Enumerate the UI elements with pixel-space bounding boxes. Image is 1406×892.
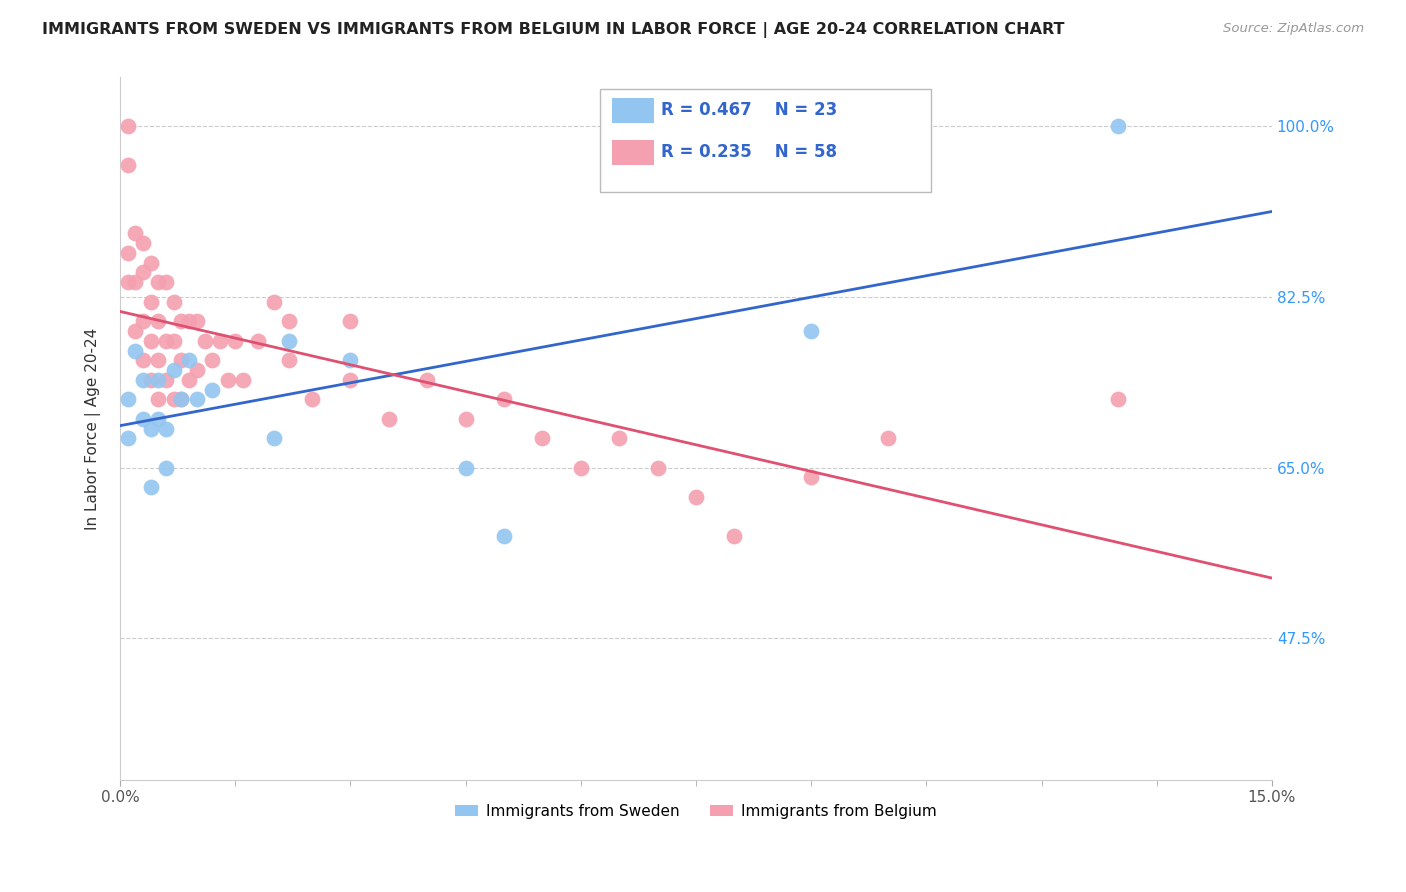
Point: [278, 334, 301, 348]
Point: [378, 411, 401, 425]
Point: [148, 275, 170, 289]
Point: [607, 431, 630, 445]
Point: [132, 236, 155, 251]
Point: [170, 392, 193, 407]
Text: Source: ZipAtlas.com: Source: ZipAtlas.com: [1223, 22, 1364, 36]
Point: [301, 392, 323, 407]
Point: [155, 460, 177, 475]
Point: [232, 373, 254, 387]
Point: [117, 392, 139, 407]
Point: [155, 334, 177, 348]
Point: [139, 373, 162, 387]
Point: [124, 343, 146, 358]
Point: [278, 314, 301, 328]
Point: [155, 421, 177, 435]
Point: [800, 324, 823, 338]
Point: [492, 529, 515, 543]
Point: [685, 490, 707, 504]
Point: [163, 334, 186, 348]
Point: [124, 275, 146, 289]
Point: [877, 431, 900, 445]
Point: [155, 275, 177, 289]
Point: [339, 314, 361, 328]
Point: [179, 353, 201, 368]
Point: [339, 353, 361, 368]
Point: [339, 373, 361, 387]
Point: [416, 373, 439, 387]
Point: [1107, 392, 1129, 407]
Point: [163, 363, 186, 377]
Point: [132, 373, 155, 387]
Point: [163, 294, 186, 309]
Point: [170, 314, 193, 328]
Point: [117, 158, 139, 172]
Point: [132, 411, 155, 425]
Point: [148, 392, 170, 407]
Point: [139, 334, 162, 348]
Point: [132, 265, 155, 279]
Point: [224, 334, 246, 348]
Point: [148, 411, 170, 425]
Point: [155, 373, 177, 387]
Point: [193, 334, 215, 348]
Point: [531, 431, 554, 445]
Text: R = 0.235    N = 58: R = 0.235 N = 58: [661, 143, 837, 161]
Point: [170, 353, 193, 368]
Point: [139, 480, 162, 494]
Point: [454, 411, 477, 425]
Legend: Immigrants from Sweden, Immigrants from Belgium: Immigrants from Sweden, Immigrants from …: [450, 797, 942, 824]
Point: [186, 314, 208, 328]
Point: [117, 246, 139, 260]
Text: IMMIGRANTS FROM SWEDEN VS IMMIGRANTS FROM BELGIUM IN LABOR FORCE | AGE 20-24 COR: IMMIGRANTS FROM SWEDEN VS IMMIGRANTS FRO…: [42, 22, 1064, 38]
Point: [492, 392, 515, 407]
Point: [179, 373, 201, 387]
Point: [263, 294, 285, 309]
Point: [117, 275, 139, 289]
Point: [201, 383, 224, 397]
Point: [454, 460, 477, 475]
Point: [132, 353, 155, 368]
Point: [148, 314, 170, 328]
Point: [263, 431, 285, 445]
Point: [278, 353, 301, 368]
Point: [170, 392, 193, 407]
Point: [208, 334, 231, 348]
Point: [569, 460, 592, 475]
Text: R = 0.467    N = 23: R = 0.467 N = 23: [661, 101, 837, 119]
Point: [186, 392, 208, 407]
Point: [124, 227, 146, 241]
Point: [139, 294, 162, 309]
Point: [723, 529, 745, 543]
Point: [186, 363, 208, 377]
Point: [124, 324, 146, 338]
Point: [132, 314, 155, 328]
Point: [148, 353, 170, 368]
Point: [647, 460, 669, 475]
Point: [217, 373, 239, 387]
Point: [247, 334, 270, 348]
Point: [201, 353, 224, 368]
Point: [139, 256, 162, 270]
Y-axis label: In Labor Force | Age 20-24: In Labor Force | Age 20-24: [86, 327, 101, 530]
Point: [1107, 119, 1129, 133]
Point: [117, 119, 139, 133]
Point: [163, 392, 186, 407]
Point: [800, 470, 823, 484]
Point: [179, 314, 201, 328]
Point: [148, 373, 170, 387]
Point: [139, 421, 162, 435]
Point: [117, 431, 139, 445]
